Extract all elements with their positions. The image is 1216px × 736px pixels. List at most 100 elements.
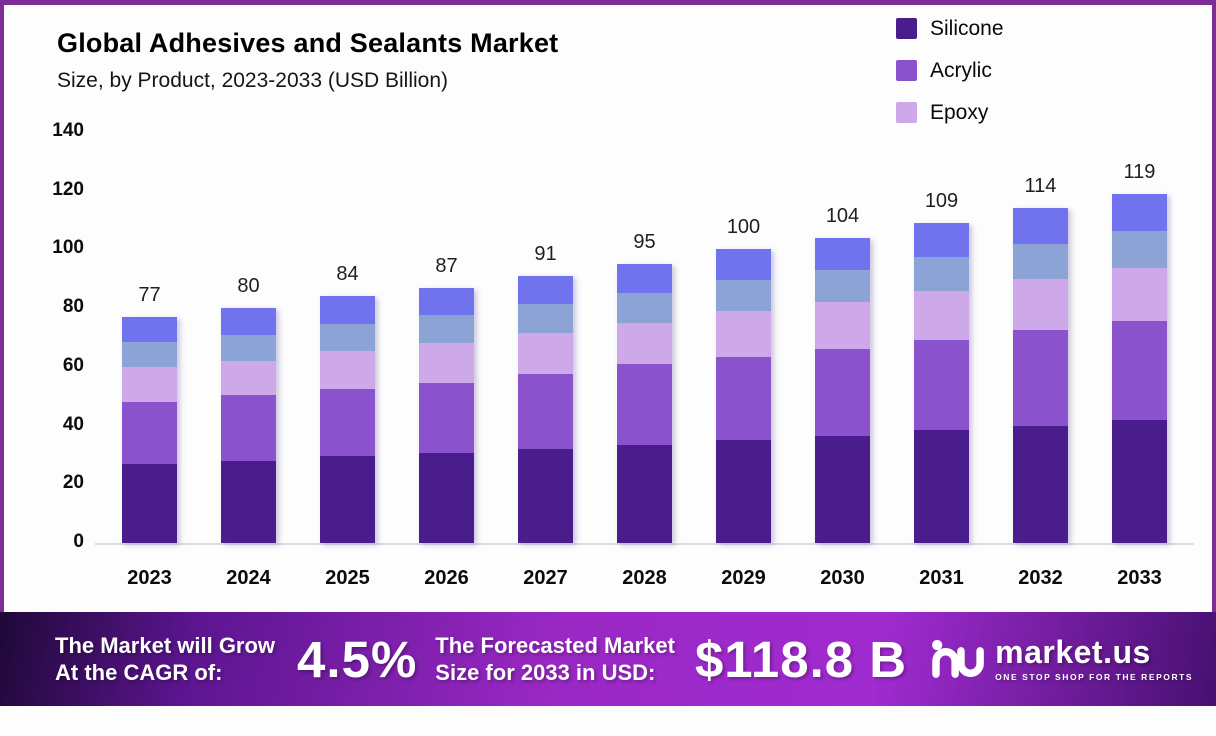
- bar-segment-2030-acrylic: [815, 349, 870, 436]
- bar-segment-2030-unlabeled-periwinkle: [815, 237, 870, 270]
- x-axis-label-2032: 2032: [1018, 567, 1063, 589]
- bar-2027: [518, 275, 573, 543]
- bar-2031: [914, 223, 969, 543]
- bar-segment-2030-silicone: [815, 435, 870, 543]
- forecast-label: The Forecasted Market Size for 2033 in U…: [435, 632, 675, 687]
- x-axis-label-2026: 2026: [424, 567, 469, 589]
- forecast-value: $118.8 B: [694, 630, 908, 688]
- bar-segment-2032-silicone: [1013, 425, 1068, 543]
- y-axis-tick-140: 140: [52, 120, 84, 141]
- legend-swatch-silicone: [896, 18, 917, 39]
- chart-legend: Silicone Acrylic Epoxy: [896, 14, 1004, 140]
- bar-segment-2027-epoxy: [518, 333, 573, 375]
- bar-segment-2031-epoxy: [914, 290, 969, 341]
- bar-segment-2025-acrylic: [320, 388, 375, 457]
- bar-segment-2025-unlabeled-steel-blue: [320, 323, 375, 351]
- total-label-2032: 114: [1024, 175, 1057, 198]
- bar-segment-2029-unlabeled-periwinkle: [716, 249, 771, 281]
- bar-segment-2025-unlabeled-periwinkle: [320, 296, 375, 324]
- bar-2033: [1112, 193, 1167, 543]
- y-axis-tick-100: 100: [52, 237, 84, 259]
- cagr-label-line2: At the CAGR of:: [55, 660, 223, 685]
- bar-segment-2030-unlabeled-steel-blue: [815, 269, 870, 303]
- x-axis-label-2024: 2024: [226, 567, 271, 589]
- cagr-label: The Market will Grow At the CAGR of:: [55, 632, 275, 687]
- bar-segment-2023-unlabeled-periwinkle: [122, 316, 177, 342]
- bar-segment-2026-unlabeled-periwinkle: [419, 287, 474, 316]
- bar-segment-2029-acrylic: [716, 356, 771, 441]
- bar-segment-2028-silicone: [617, 444, 672, 543]
- x-axis-label-2025: 2025: [325, 567, 370, 589]
- bar-segment-2026-unlabeled-steel-blue: [419, 315, 474, 344]
- bar-segment-2032-acrylic: [1013, 330, 1068, 426]
- bar-segment-2031-silicone: [914, 429, 969, 543]
- cagr-label-line1: The Market will Grow: [55, 632, 276, 658]
- bar-segment-2033-unlabeled-steel-blue: [1112, 231, 1167, 269]
- bar-segment-2024-unlabeled-periwinkle: [221, 308, 276, 335]
- marketus-logo-tagline: ONE STOP SHOP FOR THE REPORTS: [995, 672, 1194, 682]
- bar-segment-2031-unlabeled-periwinkle: [914, 223, 969, 257]
- bar-segment-2029-unlabeled-steel-blue: [716, 280, 771, 312]
- bar-segment-2032-epoxy: [1013, 278, 1068, 331]
- total-label-2027: 91: [534, 242, 557, 265]
- bar-segment-2027-silicone: [518, 449, 573, 543]
- bar-segment-2028-epoxy: [617, 322, 672, 364]
- bar-segment-2028-unlabeled-periwinkle: [617, 264, 672, 294]
- bar-segment-2026-acrylic: [419, 382, 474, 454]
- bar-segment-2030-epoxy: [815, 302, 870, 350]
- y-axis-tick-0: 0: [73, 531, 84, 552]
- bar-2029: [716, 249, 771, 543]
- bar-segment-2026-silicone: [419, 453, 474, 543]
- bar-2025: [320, 296, 375, 543]
- x-axis-line: [95, 543, 1194, 545]
- bar-2023: [122, 316, 177, 543]
- bar-segment-2033-unlabeled-periwinkle: [1112, 193, 1167, 232]
- marketus-logo-text-wrap: market.us ONE STOP SHOP FOR THE REPORTS: [995, 636, 1193, 682]
- legend-swatch-epoxy: [896, 102, 917, 123]
- legend-label: Epoxy: [930, 100, 989, 124]
- bar-segment-2023-unlabeled-steel-blue: [122, 341, 177, 367]
- bar-segment-2025-silicone: [320, 456, 375, 543]
- bar-segment-2032-unlabeled-periwinkle: [1013, 208, 1068, 244]
- y-axis-tick-80: 80: [62, 296, 84, 318]
- bar-segment-2026-epoxy: [419, 343, 474, 383]
- legend-item-silicone: Silicone: [896, 14, 1004, 43]
- bar-2024: [221, 308, 276, 543]
- x-axis-label-2033: 2033: [1117, 567, 1162, 589]
- y-axis-tick-20: 20: [62, 472, 84, 494]
- marketus-logo-icon: [932, 639, 984, 678]
- bar-segment-2023-acrylic: [122, 402, 177, 464]
- total-label-2030: 104: [825, 204, 860, 227]
- bar-segment-2023-silicone: [122, 463, 177, 543]
- bar-segment-2023-epoxy: [122, 366, 177, 403]
- bar-2028: [617, 264, 672, 543]
- cagr-value: 4.5%: [297, 630, 418, 688]
- total-label-2033: 119: [1123, 160, 1156, 183]
- page-subtitle: Size, by Product, 2023-2033 (USD Billion…: [57, 69, 449, 92]
- x-axis-label-2023: 2023: [127, 567, 172, 589]
- bar-segment-2029-silicone: [716, 440, 771, 543]
- bar-segment-2028-unlabeled-steel-blue: [617, 293, 672, 323]
- x-axis-label-2027: 2027: [523, 567, 568, 589]
- page-title: Global Adhesives and Sealants Market: [57, 28, 559, 58]
- legend-label: Acrylic: [930, 58, 992, 82]
- y-axis-tick-120: 120: [52, 178, 84, 200]
- bar-segment-2031-unlabeled-steel-blue: [914, 256, 969, 291]
- bar-segment-2027-acrylic: [518, 374, 573, 450]
- total-label-2028: 95: [633, 231, 656, 254]
- y-axis-tick-40: 40: [62, 413, 84, 435]
- forecast-label-line2: Size for 2033 in USD:: [435, 660, 656, 685]
- chart-header: Global Adhesives and Sealants Market Siz…: [57, 28, 558, 93]
- forecast-label-line1: The Forecasted Market: [435, 632, 675, 658]
- marketus-logo-name: market.us: [995, 634, 1151, 670]
- legend-label: Silicone: [930, 16, 1004, 40]
- bar-segment-2024-acrylic: [221, 394, 276, 461]
- bar-2026: [419, 287, 474, 543]
- bar-segment-2024-epoxy: [221, 360, 276, 395]
- bar-segment-2024-silicone: [221, 460, 276, 543]
- x-axis-label-2029: 2029: [721, 567, 766, 589]
- bar-segment-2028-acrylic: [617, 363, 672, 445]
- total-label-2029: 100: [726, 216, 761, 239]
- bar-segment-2027-unlabeled-periwinkle: [518, 275, 573, 305]
